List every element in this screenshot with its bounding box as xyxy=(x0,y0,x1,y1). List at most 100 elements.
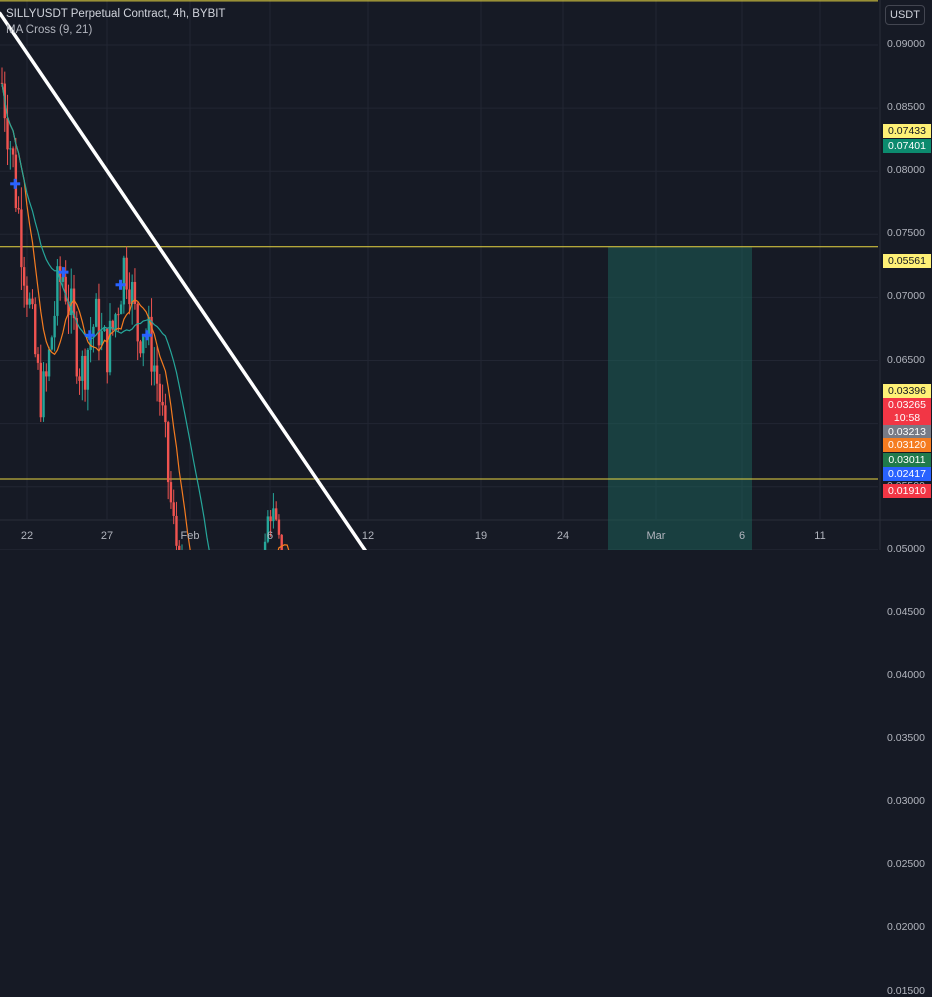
candle-body xyxy=(274,508,278,520)
candle-body xyxy=(133,281,137,304)
price-badge-value: 0.02417 xyxy=(888,468,926,480)
candle-body xyxy=(28,298,31,305)
price-badge-ma_fast: 0.03120 xyxy=(883,438,931,452)
price-badge-line: 0.07433 xyxy=(883,124,931,138)
candle-body xyxy=(81,355,84,381)
candle-body xyxy=(100,331,103,346)
candle-body xyxy=(67,301,70,316)
position-zones xyxy=(608,246,752,550)
candle-body xyxy=(47,349,51,377)
time-tick-label: 11 xyxy=(814,530,826,542)
candle-body xyxy=(106,328,109,373)
candle-body xyxy=(94,298,98,327)
ma-slow-line xyxy=(1,83,210,550)
time-tick-label: 27 xyxy=(100,530,114,542)
horizontal-lines xyxy=(0,0,878,480)
cross-markers xyxy=(10,178,152,341)
candle-body xyxy=(266,516,270,542)
time-tick-label: 6 xyxy=(738,530,746,542)
candle-body xyxy=(108,320,112,373)
candle-body xyxy=(22,267,26,286)
candle-body xyxy=(125,257,128,290)
candle-body xyxy=(34,304,37,355)
candle-body xyxy=(277,519,281,535)
candle-body xyxy=(11,148,15,155)
price-badge-cross: 0.02417 xyxy=(883,467,931,481)
time-tick-label: Feb xyxy=(180,530,200,542)
candle-body xyxy=(119,304,123,315)
ma-cross-marker xyxy=(58,267,69,278)
currency-button[interactable]: USDT xyxy=(885,5,925,25)
candle-body xyxy=(50,337,54,350)
price-badge-line: 0.03396 xyxy=(883,384,931,398)
chart-header: SILLYUSDT Perpetual Contract, 4h, BYBIT … xyxy=(6,6,225,38)
candle-body xyxy=(280,534,283,550)
candle-body xyxy=(86,349,90,390)
candle-body xyxy=(45,371,48,377)
candle-body xyxy=(142,336,145,354)
candle-body xyxy=(147,316,150,337)
candle-body xyxy=(130,281,134,305)
price-tick-label: 0.07500 xyxy=(887,227,925,240)
price-badge-target: 0.07401 xyxy=(883,139,931,153)
price-badge-ma_slow: 0.03011 xyxy=(883,453,931,467)
candle-body xyxy=(178,545,181,550)
candle-body xyxy=(263,541,267,550)
ma-fast-line xyxy=(1,83,290,550)
price-tick-label: 0.03000 xyxy=(887,795,925,808)
ma-cross-marker xyxy=(141,330,152,341)
price-tick-label: 0.01500 xyxy=(887,984,925,997)
bar-countdown: 10:58 xyxy=(893,412,921,424)
candle-body xyxy=(83,355,87,390)
candle-body xyxy=(153,365,156,372)
price-badge-value: 0.03265 xyxy=(888,399,926,411)
candle-body xyxy=(9,148,12,150)
candle-body xyxy=(75,318,78,377)
candle-body xyxy=(42,371,45,418)
symbol-title[interactable]: SILLYUSDT Perpetual Contract, 4h, BYBIT xyxy=(6,8,226,20)
candle-body xyxy=(31,298,34,305)
candle-body xyxy=(36,354,40,363)
candle-body xyxy=(92,326,95,336)
moving-averages xyxy=(1,83,290,550)
price-tick-label: 0.07000 xyxy=(887,290,925,303)
candle-body xyxy=(56,266,59,316)
candle-body xyxy=(78,376,81,381)
price-badge-value: 0.03011 xyxy=(888,454,926,466)
candle-body xyxy=(172,502,175,516)
time-tick-label: Mar xyxy=(646,530,666,542)
candle-body xyxy=(169,482,173,503)
price-badge-value: 0.03120 xyxy=(888,439,926,451)
ma-cross-marker xyxy=(10,178,21,189)
candle-body xyxy=(6,118,9,150)
time-tick-label: 12 xyxy=(361,530,375,542)
candle-body xyxy=(64,276,67,302)
price-badge-value: 0.05561 xyxy=(888,255,926,267)
price-badge-last: 0.03265 10:58 xyxy=(883,398,931,425)
candle-body xyxy=(272,508,275,522)
time-tick-label: 19 xyxy=(474,530,488,542)
candle-body xyxy=(128,289,131,305)
price-badge-value: 0.03213 xyxy=(888,426,926,438)
candle-body xyxy=(161,401,164,406)
price-tick-label: 0.02000 xyxy=(887,921,925,934)
candle-body xyxy=(53,315,56,338)
candle-body xyxy=(122,257,126,305)
price-badge-value: 0.01910 xyxy=(888,485,926,497)
indicator-legend[interactable]: MA Cross (9, 21) xyxy=(6,24,93,36)
candle-body xyxy=(97,298,101,346)
candle-body xyxy=(164,405,167,423)
time-tick-label: 24 xyxy=(556,530,570,542)
candle-body xyxy=(155,365,159,384)
candle-body xyxy=(269,516,272,522)
time-tick-label: 22 xyxy=(20,530,34,542)
price-tick-label: 0.02500 xyxy=(887,858,925,871)
chart-canvas[interactable] xyxy=(0,0,932,550)
descending-trendline xyxy=(0,11,368,550)
candle-body xyxy=(72,288,76,319)
price-tick-label: 0.04000 xyxy=(887,669,925,681)
trendline xyxy=(0,11,368,550)
price-badge-stop: 0.01910 xyxy=(883,484,931,498)
ma-cross-marker xyxy=(84,330,95,341)
